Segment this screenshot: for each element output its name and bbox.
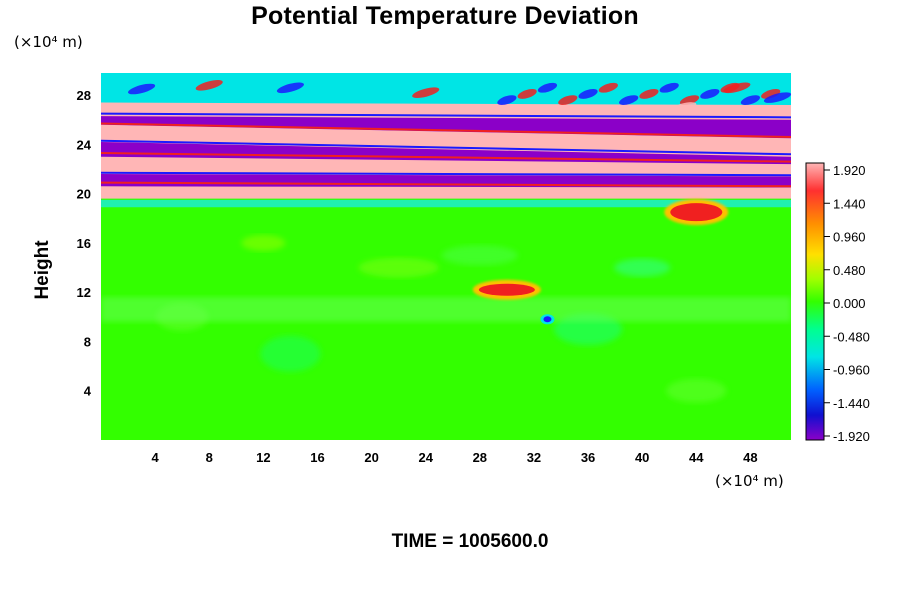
colorbar-tick-label: 1.920 xyxy=(833,163,866,178)
upper-wave-cell xyxy=(669,102,697,113)
warm-patch xyxy=(478,283,535,296)
turbulence-patch xyxy=(441,245,518,266)
transition-band xyxy=(101,199,791,208)
upper-wave-cell xyxy=(497,95,517,105)
time-label: TIME = 1005600.0 xyxy=(391,531,549,552)
upper-wave-cell xyxy=(740,95,761,105)
turbulence-patch xyxy=(666,378,727,403)
colorbar-tick-label: 0.960 xyxy=(833,230,866,245)
x-tick-label: 8 xyxy=(206,450,213,465)
y-axis-unit: (×10⁴ m) xyxy=(14,33,83,51)
band-edge-line xyxy=(101,171,791,177)
warm-patch xyxy=(670,203,723,222)
upper-wave-cell xyxy=(659,82,679,93)
band-edge-line xyxy=(101,112,791,119)
warm-band-3 xyxy=(101,122,791,157)
upper-wave-cell xyxy=(598,82,618,93)
x-tick-label: 28 xyxy=(473,450,487,465)
colorbar-tick-label: 0.000 xyxy=(833,296,866,311)
x-tick-label: 48 xyxy=(743,450,757,465)
colorbar-tick-label: -1.440 xyxy=(833,396,870,411)
x-tick-label: 40 xyxy=(635,450,649,465)
y-tick-label: 12 xyxy=(77,285,91,300)
x-tick-label: 16 xyxy=(310,450,324,465)
colorbar-tick-label: -1.920 xyxy=(833,429,870,444)
x-tick-label: 12 xyxy=(256,450,270,465)
y-tick-label: 4 xyxy=(84,384,92,399)
upper-wave-cell xyxy=(578,89,598,99)
upper-wave-cell xyxy=(276,82,304,94)
y-axis-ticks: 4 8 12 16 20 24 28 xyxy=(77,88,92,399)
upper-wave-cell xyxy=(679,95,700,105)
y-tick-label: 24 xyxy=(77,137,92,152)
upper-wave-cell xyxy=(700,89,720,99)
turbulence-patch xyxy=(260,335,321,372)
band-edge-line xyxy=(101,152,791,163)
x-tick-label: 36 xyxy=(581,450,595,465)
band-edge-line xyxy=(101,122,791,139)
x-axis-ticks: 4 8 12 16 20 24 28 32 36 40 44 48 xyxy=(152,450,758,465)
turbulence-patch xyxy=(241,234,286,251)
band-edge-line xyxy=(101,139,791,156)
upper-wave-cell xyxy=(412,87,440,99)
colorbar-tick-label: 1.440 xyxy=(833,196,866,211)
x-tick-label: 24 xyxy=(418,450,433,465)
x-tick-label: 32 xyxy=(527,450,541,465)
colorbar-tick-label: -0.480 xyxy=(833,329,870,344)
colorbar xyxy=(805,162,825,441)
cold-band-3 xyxy=(101,113,791,139)
turbulence-patch xyxy=(614,258,671,277)
y-tick-label: 16 xyxy=(77,236,91,251)
colorbar-ticks: 1.920 1.440 0.960 0.480 0.000 -0.480 -0.960 -1.… xyxy=(824,163,870,444)
x-axis-unit: (×10⁴ m) xyxy=(715,472,784,490)
upper-wave-cell xyxy=(517,89,537,99)
y-tick-label: 8 xyxy=(84,334,91,349)
cold-patch xyxy=(543,316,552,323)
upper-wave-cell xyxy=(763,92,791,103)
x-tick-label: 4 xyxy=(152,450,160,465)
chart-title: Potential Temperature Deviation xyxy=(251,2,639,30)
band-edge-line xyxy=(101,181,791,188)
upper-wave-cell xyxy=(558,95,578,105)
heatmap-field xyxy=(101,73,791,440)
upper-wave-cell xyxy=(619,95,639,105)
y-tick-label: 28 xyxy=(77,88,91,103)
x-tick-label: 20 xyxy=(364,450,378,465)
lower-streak xyxy=(101,297,791,322)
colorbar-tick-label: -0.960 xyxy=(833,363,870,378)
colorbar-tick-label: 0.480 xyxy=(833,263,866,278)
turbulence-patch xyxy=(358,257,439,278)
upper-wave-cell xyxy=(639,89,659,99)
x-tick-label: 44 xyxy=(689,450,704,465)
upper-wave-cell xyxy=(195,80,223,91)
upper-wave-cell xyxy=(128,83,156,95)
upper-wave-cell xyxy=(761,89,781,99)
upper-wave-cell xyxy=(723,82,751,94)
upper-wave-cell xyxy=(537,82,558,93)
y-tick-label: 20 xyxy=(77,187,91,202)
